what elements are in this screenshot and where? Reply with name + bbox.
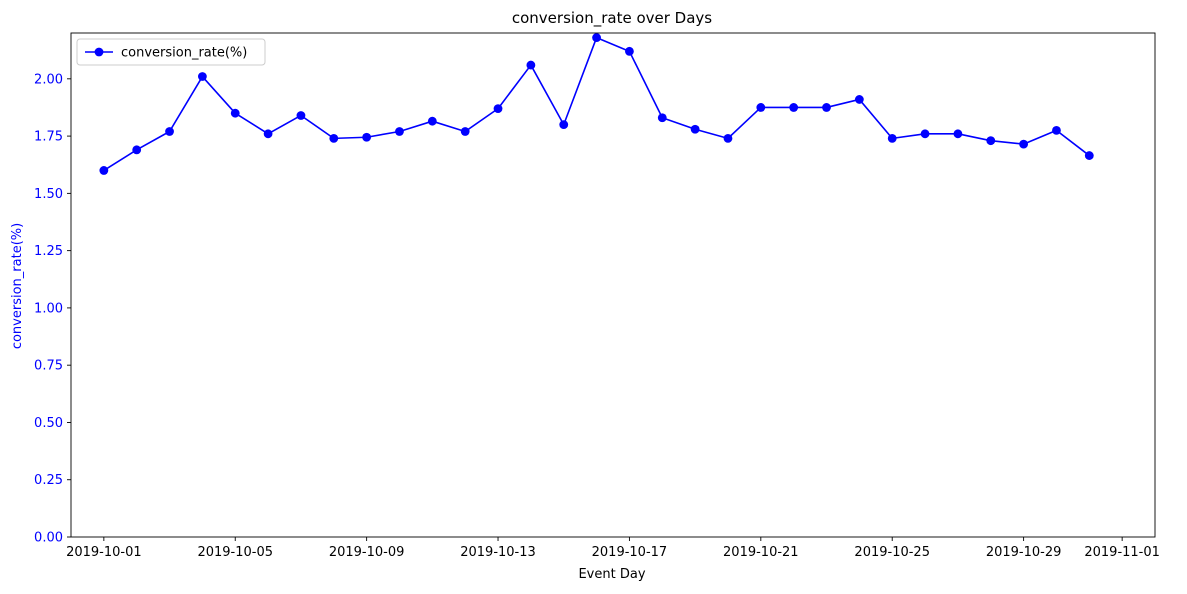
data-point: [165, 127, 174, 136]
x-tick-label: 2019-10-01: [66, 545, 142, 560]
plot-area: 0.00 0.25 0.50 0.75 1.00 1.25 1.50 1.75 2.00 2019…: [34, 32, 1160, 560]
legend-label: conversion_rate(%): [121, 46, 247, 61]
plot-frame: [70, 32, 1156, 538]
x-tick-label: 2019-10-05: [197, 545, 273, 560]
y-axis-label: conversion_rate(%): [10, 223, 25, 349]
data-point: [230, 108, 240, 118]
y-tick-label: 1.00: [34, 301, 63, 316]
data-point: [132, 145, 142, 155]
y-tick-label: 1.75: [34, 130, 63, 145]
x-tick-label: 2019-10-09: [329, 545, 405, 560]
data-point: [690, 124, 700, 134]
data-point: [493, 104, 503, 113]
x-tick-label: 2019-10-17: [592, 545, 668, 560]
data-point: [526, 60, 536, 70]
data-point: [920, 129, 930, 139]
y-tick-label: 0.00: [34, 531, 63, 546]
data-point: [657, 113, 667, 123]
data-point: [395, 127, 404, 136]
legend-marker: [94, 47, 104, 57]
data-point: [99, 166, 109, 175]
data-point: [822, 103, 831, 112]
legend-box: [76, 38, 266, 66]
data-point: [1052, 125, 1061, 135]
data-point: [756, 103, 766, 112]
data-point: [296, 111, 306, 120]
y-tick-label: 0.50: [34, 416, 63, 431]
data-point: [329, 133, 339, 143]
data-point: [263, 129, 273, 139]
data-point: [1084, 151, 1094, 160]
data-point: [887, 133, 897, 143]
data-point: [362, 132, 372, 142]
data-point: [723, 133, 733, 143]
y-tick-label: 2.00: [34, 72, 63, 87]
data-point: [854, 95, 864, 104]
x-tick-label: 2019-10-25: [854, 545, 930, 560]
x-tick-label: 2019-10-13: [460, 545, 536, 560]
legend: conversion_rate(%): [76, 38, 266, 66]
data-point: [559, 120, 569, 130]
chart-title: conversion_rate over Days: [512, 9, 712, 28]
y-tick-label: 1.50: [34, 187, 63, 202]
data-point: [592, 33, 601, 42]
data-point: [427, 116, 437, 126]
x-tick-label: 2019-10-21: [723, 545, 799, 560]
x-tick-label: 2019-11-01: [1084, 545, 1160, 560]
y-tick-label: 0.25: [34, 473, 63, 488]
data-point: [1019, 139, 1029, 149]
data-point: [953, 129, 963, 139]
data-point: [789, 103, 799, 112]
x-tick-label: 2019-10-29: [986, 545, 1062, 560]
data-point: [460, 127, 470, 136]
y-tick-label: 1.25: [34, 244, 63, 259]
data-point: [625, 46, 634, 56]
x-axis-label: Event Day: [578, 567, 645, 582]
data-point: [986, 136, 996, 146]
y-tick-label: 0.75: [34, 359, 63, 374]
data-point: [197, 72, 207, 81]
